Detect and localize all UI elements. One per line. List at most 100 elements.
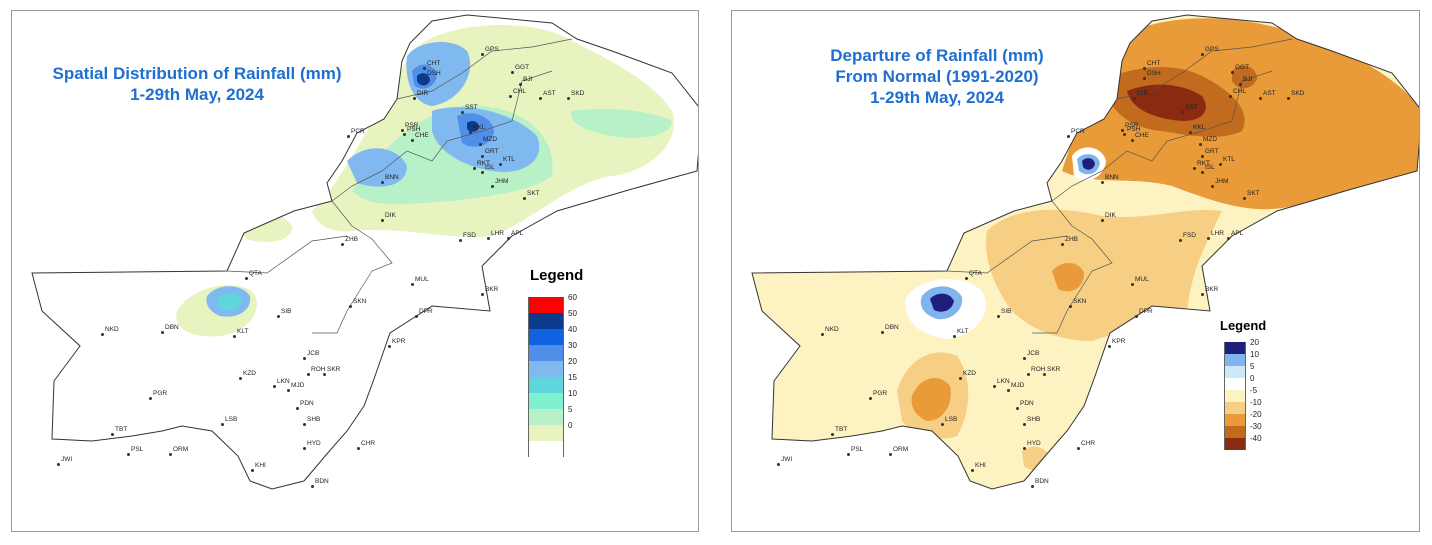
station-label: MJD [1011, 382, 1025, 389]
station-label: KHI [975, 462, 986, 469]
station-label: DSH [427, 70, 441, 77]
station-label: ORM [173, 446, 189, 453]
station-label: GGT [515, 64, 530, 71]
station-marker [1123, 133, 1126, 136]
station-label: KZD [963, 370, 976, 377]
station-label: PGR [153, 390, 168, 397]
legend-swatch [528, 329, 564, 345]
station-marker [481, 293, 484, 296]
station-label: ZHB [345, 236, 358, 243]
station-label: LHR [491, 230, 505, 237]
legend-swatch [528, 425, 564, 441]
legend-label: 20 [1250, 338, 1259, 347]
station-marker [869, 397, 872, 400]
station-label: SKR [327, 366, 341, 373]
station-marker [1061, 243, 1064, 246]
station-marker [847, 453, 850, 456]
station-marker [296, 407, 299, 410]
station-label: NKD [105, 326, 119, 333]
station-label: RKT [477, 160, 490, 167]
station-label: KLT [237, 328, 249, 335]
station-label: CHL [513, 88, 527, 95]
station-marker [1069, 305, 1072, 308]
station-label: ORM [893, 446, 909, 453]
station-marker [469, 131, 472, 134]
station-marker [831, 433, 834, 436]
station-label: BDN [315, 478, 329, 485]
station-label: ISL [1205, 164, 1215, 171]
station-label: MZD [1203, 136, 1218, 143]
station-label: SKR [1047, 366, 1061, 373]
station-marker [1101, 181, 1104, 184]
station-label: QTA [969, 270, 982, 277]
station-label: GGT [1235, 64, 1250, 71]
station-label: HYD [307, 440, 321, 447]
station-label: LKN [277, 378, 290, 385]
station-marker [401, 129, 404, 132]
station-marker [777, 463, 780, 466]
legend-swatch [528, 313, 564, 329]
station-label: ROH [311, 366, 326, 373]
station-marker [1193, 167, 1196, 170]
legend-label: 15 [568, 373, 577, 382]
station-label: QTA [249, 270, 262, 277]
station-label: SKT [527, 190, 540, 197]
station-label: SKT [1247, 190, 1260, 197]
station-marker [461, 111, 464, 114]
station-label: KPR [1112, 338, 1126, 345]
station-label: MJD [291, 382, 305, 389]
station-marker [487, 237, 490, 240]
station-label: JCB [307, 350, 320, 357]
station-marker [381, 181, 384, 184]
station-marker [411, 283, 414, 286]
station-label: SKD [1291, 90, 1305, 97]
station-marker [481, 155, 484, 158]
station-marker [323, 373, 326, 376]
legend-swatch [528, 345, 564, 361]
legend-swatch [1224, 390, 1246, 402]
station-label: PSH [407, 126, 421, 133]
station-marker [499, 163, 502, 166]
station-label: JHM [1215, 178, 1229, 185]
map-title: Departure of Rainfall (mm) From Normal (… [792, 45, 1082, 108]
station-marker [349, 305, 352, 308]
station-marker [1108, 345, 1111, 348]
station-marker [971, 469, 974, 472]
station-marker [1243, 197, 1246, 200]
station-label: BNN [1105, 174, 1119, 181]
station-label: KKL [473, 124, 486, 131]
station-marker [1211, 185, 1214, 188]
station-label: CHT [427, 60, 441, 67]
legend-label: 20 [568, 357, 577, 366]
station-marker [1077, 447, 1080, 450]
station-label: LSB [225, 416, 238, 423]
station-label: LHR [1211, 230, 1225, 237]
station-marker [1043, 373, 1046, 376]
station-label: SST [465, 104, 478, 111]
departure-map-panel: Departure of Rainfall (mm) From Normal (… [731, 10, 1420, 532]
legend-label: 0 [1250, 374, 1255, 383]
station-marker [347, 135, 350, 138]
station-label: PSL [131, 446, 144, 453]
station-marker [161, 331, 164, 334]
station-marker [307, 373, 310, 376]
station-label: KKL [1193, 124, 1206, 131]
station-label: JCB [1027, 350, 1040, 357]
station-label: SKN [1073, 298, 1087, 305]
station-label: TBT [115, 426, 128, 433]
station-marker [1201, 171, 1204, 174]
station-label: PSR [1125, 122, 1139, 129]
station-label: AST [543, 90, 556, 97]
station-label: MUL [415, 276, 429, 283]
station-marker [1199, 143, 1202, 146]
station-marker [1287, 97, 1290, 100]
legend-label: 60 [568, 293, 577, 302]
station-marker [479, 143, 482, 146]
country-outline [31, 14, 698, 490]
station-label: CHR [1081, 440, 1096, 447]
legend-swatch [528, 297, 564, 313]
station-label: CHR [361, 440, 376, 447]
legend-label: 0 [568, 421, 573, 430]
station-label: CHL [1233, 88, 1247, 95]
legend-swatch [1224, 378, 1246, 390]
